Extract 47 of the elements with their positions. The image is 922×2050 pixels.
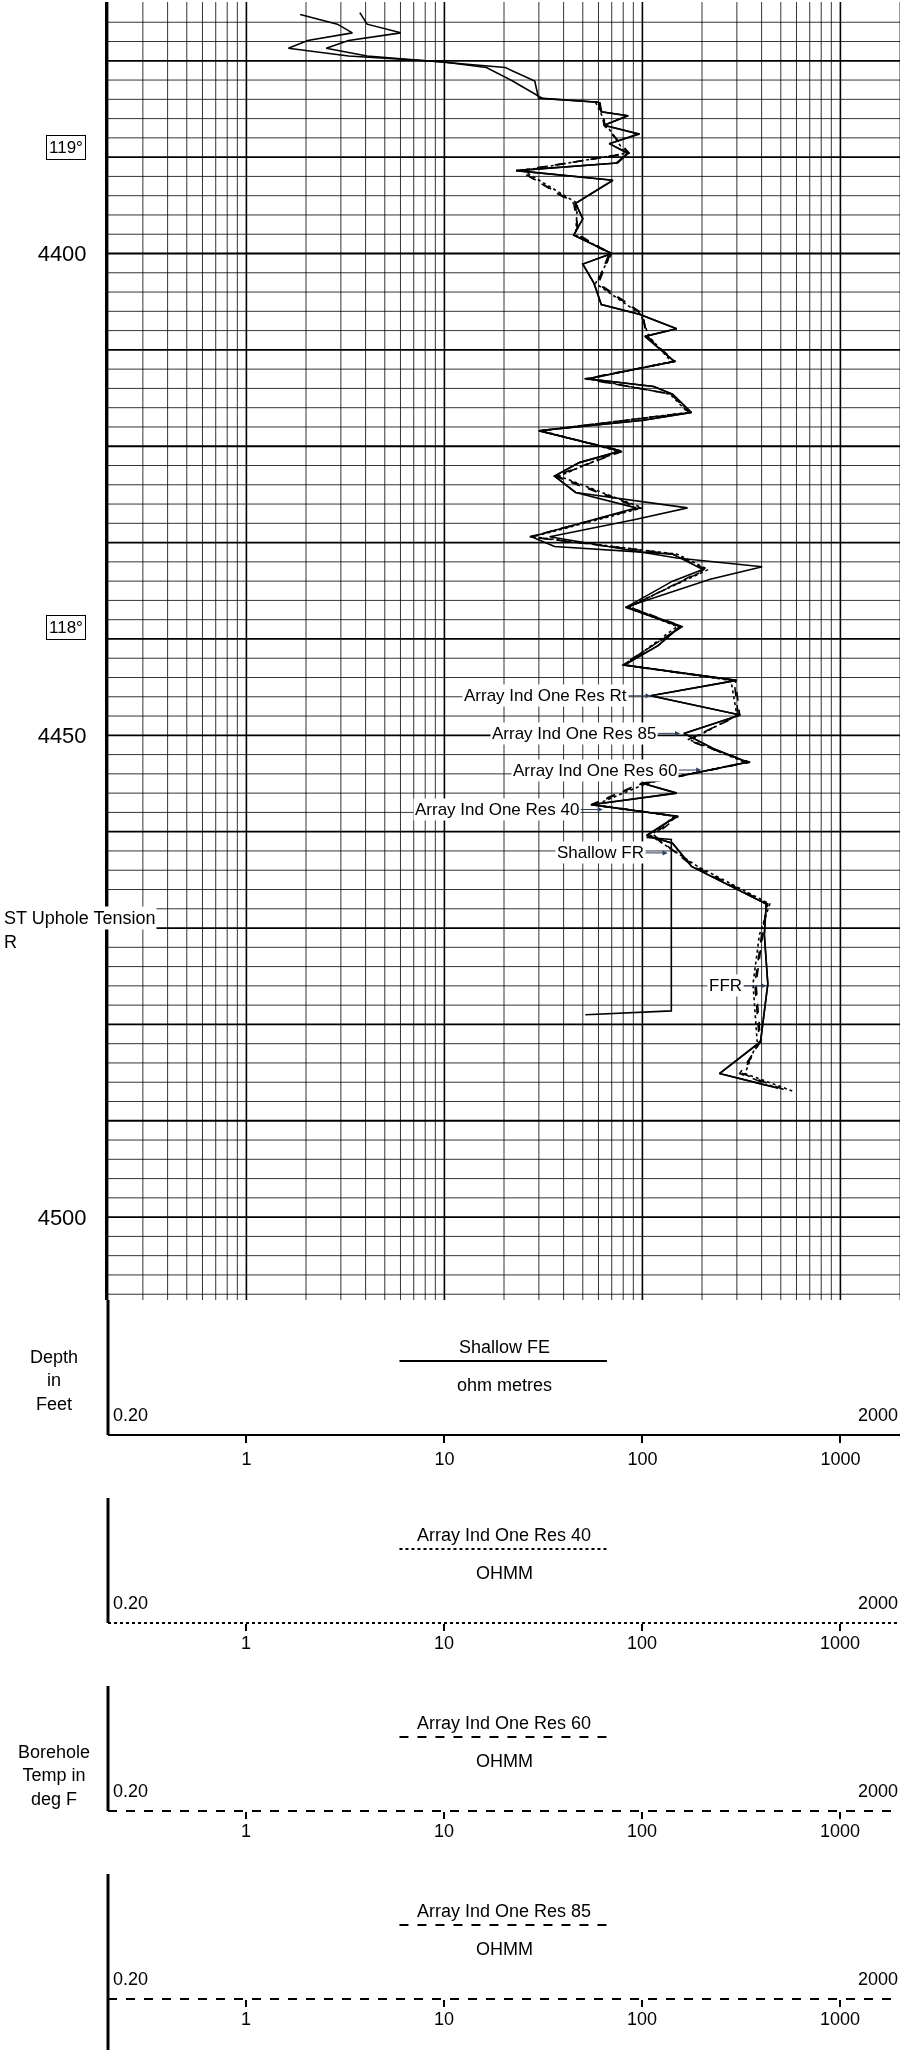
text: 1000: [820, 1821, 861, 1841]
y-axis-title: Depth in Feet: [30, 1347, 79, 1414]
x-tick-label: 100: [627, 1448, 658, 1469]
text: 0.20: [113, 1781, 149, 1801]
text: Array Ind One Res 60: [417, 1713, 592, 1733]
text: 1000: [820, 1633, 861, 1653]
annotation: Array Ind One Res 85: [492, 724, 657, 743]
text: Array Ind One Res 40: [417, 1525, 592, 1545]
text: Borehole Temp in deg F: [18, 1742, 91, 1809]
annotation: Shallow FR: [557, 843, 644, 862]
text: 1000: [820, 2009, 861, 2029]
y-tick-label: 4400: [37, 241, 87, 267]
text: OHMM: [476, 1563, 533, 1583]
text: Shallow FE: [459, 1337, 551, 1357]
text: 10: [434, 1821, 455, 1841]
x-tick-label: 1: [241, 1448, 252, 1469]
annotation: Array Ind One Res 40: [415, 800, 580, 819]
y-tick-label: 4500: [37, 1204, 87, 1230]
y-tick-label: 4450: [37, 723, 87, 749]
x-tick-label: 1000: [820, 1448, 861, 1469]
text: ohm metres: [457, 1375, 553, 1395]
text: 0.20: [113, 1405, 149, 1425]
text: 100: [627, 2009, 658, 2029]
text: 2000: [858, 1969, 899, 1989]
annotation: Array Ind One Res 60: [513, 761, 678, 780]
annotation: Array Ind One Res Rt: [464, 686, 627, 705]
text: 100: [627, 1633, 658, 1653]
text: 2000: [858, 1593, 899, 1613]
text: 119°: [49, 138, 83, 157]
text: OHMM: [476, 1751, 533, 1771]
text: 0.20: [113, 1593, 149, 1613]
text: 2000: [858, 1405, 899, 1425]
text: Array Ind One Res 85: [417, 1901, 592, 1921]
text: R: [4, 932, 17, 952]
text: 118°: [49, 618, 83, 637]
text: 1: [241, 1821, 252, 1841]
text: 1: [241, 2009, 252, 2029]
text: 10: [434, 2009, 455, 2029]
text: 100: [627, 1821, 658, 1841]
text: 1: [241, 1633, 252, 1653]
text: 2000: [858, 1781, 899, 1801]
x-tick-label: 10: [434, 1448, 455, 1469]
text: 0.20: [113, 1969, 149, 1989]
annotation: FFR: [709, 976, 743, 995]
text: OHMM: [476, 1939, 533, 1959]
text: 10: [434, 1633, 455, 1653]
annotation: ST Uphole Tension: [4, 908, 156, 928]
